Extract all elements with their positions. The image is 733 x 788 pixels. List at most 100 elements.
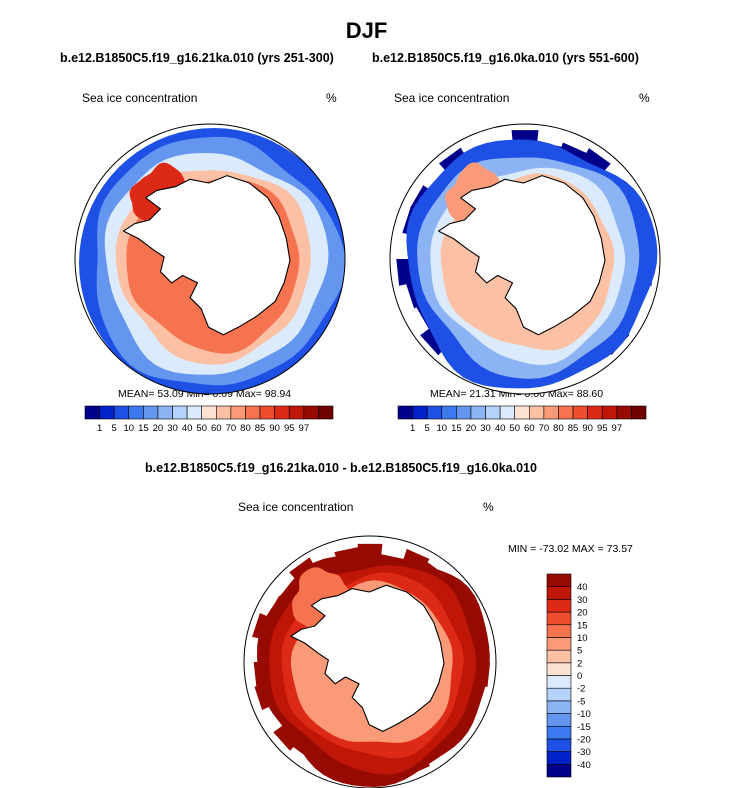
panel3-case-title: b.e12.B1850C5.f19_g16.21ka.010 - b.e12.B… <box>145 461 537 475</box>
colorbar-swatch <box>546 738 572 752</box>
map-boundary <box>389 123 661 395</box>
panel1-case-title: b.e12.B1850C5.f19_g16.21ka.010 (yrs 251-… <box>60 51 334 65</box>
panel2-case-title: b.e12.B1850C5.f19_g16.0ka.010 (yrs 551-6… <box>372 51 639 65</box>
colorbar-tick-label: 20 <box>466 423 477 434</box>
panel3-variable-label: Sea ice concentration <box>238 500 354 514</box>
colorbar-swatch <box>99 405 115 420</box>
panel1-variable-label: Sea ice concentration <box>82 91 198 105</box>
colorbar-swatch <box>546 725 572 740</box>
colorbar-swatch <box>546 713 572 727</box>
colorbar-tick-label: 10 <box>123 423 134 434</box>
colorbar-tick-label: 5 <box>577 646 582 657</box>
colorbar-swatch <box>113 405 130 420</box>
colorbar-swatch <box>412 405 428 420</box>
colorbar-swatch <box>426 405 443 420</box>
colorbar-panel-2: 1 5 10 15 20 30 40 50 60 70 80 85 90 95 97 <box>397 405 647 434</box>
colorbar-tick-label: 30 <box>577 595 588 606</box>
colorbar-tick-label: 5 <box>112 423 117 434</box>
colorbar-swatch <box>546 687 572 702</box>
map-boundary <box>74 123 346 395</box>
colorbar-swatch <box>546 751 572 765</box>
colorbar-swatch <box>546 700 572 714</box>
colorbar-swatch <box>84 405 100 420</box>
colorbar-swatch <box>259 405 275 420</box>
colorbar-tick-label: 70 <box>226 423 237 434</box>
figure-title: DJF <box>345 18 388 43</box>
polar-map-panel-3 <box>243 535 497 788</box>
colorbar-swatch <box>201 405 217 420</box>
colorbar-swatch <box>558 405 574 420</box>
colorbar-swatch <box>546 675 572 689</box>
colorbar-tick-label: 85 <box>255 423 266 434</box>
colorbar-swatch <box>186 405 203 420</box>
colorbar-swatch <box>631 405 647 420</box>
colorbar-tick-label: 5 <box>425 423 430 434</box>
colorbar-swatch <box>546 649 572 664</box>
colorbar-swatch <box>546 637 572 651</box>
colorbar-tick-label: 20 <box>153 423 164 434</box>
colorbar-tick-label: 95 <box>284 423 295 434</box>
map-boundary <box>243 535 497 788</box>
colorbar-swatch <box>288 405 305 420</box>
colorbar-tick-label: -40 <box>577 760 591 771</box>
colorbar-tick-label: -10 <box>577 709 591 720</box>
panel2-variable-label: Sea ice concentration <box>394 91 510 105</box>
colorbar-tick-label: 15 <box>577 620 588 631</box>
colorbar-swatch <box>274 405 290 420</box>
colorbar-tick-label: 97 <box>612 423 623 434</box>
colorbar-tick-label: 70 <box>539 423 550 434</box>
colorbar-tick-label: 40 <box>182 423 193 434</box>
colorbar-tick-label: 90 <box>269 423 280 434</box>
colorbar-tick-label: 15 <box>451 423 462 434</box>
colorbar-swatch <box>546 624 572 638</box>
colorbar-swatch <box>215 405 232 420</box>
colorbar-tick-label: 50 <box>196 423 207 434</box>
panel2-units-label: % <box>639 91 650 105</box>
colorbar-tick-label: 80 <box>240 423 251 434</box>
colorbar-tick-label: 85 <box>568 423 579 434</box>
panel3-min-max: MIN = -73.02 MAX = 73.57 <box>508 543 633 555</box>
antarctica-coastline <box>437 175 606 336</box>
colorbar-swatch <box>245 405 261 420</box>
colorbar-swatch <box>546 599 572 613</box>
colorbar-swatch <box>172 405 188 420</box>
polar-map-panel-1 <box>74 123 346 395</box>
colorbar-swatch <box>546 586 572 600</box>
colorbar-tick-label: 30 <box>480 423 491 434</box>
colorbar-tick-label: 2 <box>577 658 582 669</box>
colorbar-tick-label: -20 <box>577 734 591 745</box>
colorbar-tick-label: 0 <box>577 671 582 682</box>
colorbar-swatch <box>601 405 618 420</box>
colorbar-swatch <box>470 405 486 420</box>
colorbar-tick-label: 10 <box>436 423 447 434</box>
colorbar-swatch <box>587 405 603 420</box>
colorbar-tick-label: 40 <box>495 423 506 434</box>
colorbar-tick-label: 1 <box>97 423 102 434</box>
colorbar-tick-label: 40 <box>577 582 588 593</box>
colorbar-swatch <box>572 405 588 420</box>
colorbar-swatch <box>230 405 246 420</box>
colorbar-swatch <box>546 764 572 778</box>
colorbar-tick-label: 20 <box>577 608 588 619</box>
colorbar-panel-1: 1 5 10 15 20 30 40 50 60 70 80 85 90 95 97 <box>84 405 334 434</box>
colorbar-swatch <box>128 405 144 420</box>
colorbar-tick-label: 50 <box>509 423 520 434</box>
colorbar-swatch <box>546 573 572 587</box>
colorbar-swatch <box>441 405 457 420</box>
colorbar-tick-label: 95 <box>597 423 608 434</box>
colorbar-tick-label: 30 <box>167 423 178 434</box>
colorbar-swatch <box>546 662 572 676</box>
colorbar-swatch <box>528 405 545 420</box>
colorbar-swatch <box>546 611 572 626</box>
colorbar-swatch <box>514 405 530 420</box>
colorbar-swatch <box>543 405 559 420</box>
colorbar-tick-label: -2 <box>577 684 585 695</box>
panel1-units-label: % <box>326 91 337 105</box>
polar-map-panel-2 <box>389 123 661 395</box>
colorbar-tick-label: 60 <box>524 423 535 434</box>
colorbar-swatch <box>456 405 472 420</box>
colorbar-tick-label: 60 <box>211 423 222 434</box>
panel3-units-label: % <box>483 500 494 514</box>
colorbar-tick-label: -30 <box>577 747 591 758</box>
